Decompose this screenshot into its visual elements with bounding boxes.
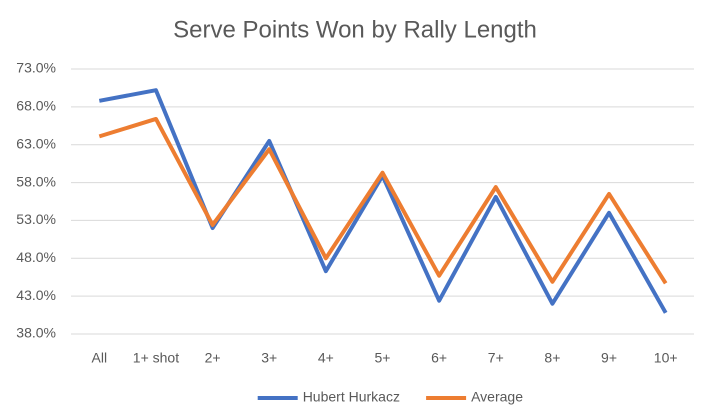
x-tick-label: 5+	[375, 350, 391, 366]
y-tick-label: 48.0%	[16, 249, 56, 265]
y-tick-label: 58.0%	[16, 173, 56, 189]
x-tick-label: 8+	[544, 350, 560, 366]
y-tick-label: 73.0%	[16, 60, 56, 76]
x-tick-label: All	[92, 350, 108, 366]
y-tick-label: 43.0%	[16, 287, 56, 303]
y-tick-label: 63.0%	[16, 135, 56, 151]
legend-label: Hubert Hurkacz	[303, 389, 400, 405]
series-line	[98, 88, 668, 314]
y-tick-label: 38.0%	[16, 325, 56, 341]
x-tick-label: 3+	[261, 350, 277, 366]
legend-label: Average	[471, 389, 523, 405]
x-tick-label: 7+	[488, 350, 504, 366]
x-tick-label: 2+	[205, 350, 221, 366]
x-tick-label: 10+	[654, 350, 678, 366]
chart-title: Serve Points Won by Rally Length	[173, 16, 537, 43]
y-tick-label: 53.0%	[16, 211, 56, 227]
series-line	[98, 116, 668, 285]
x-tick-label: 4+	[318, 350, 334, 366]
x-tick-label: 1+ shot	[133, 350, 179, 366]
x-tick-label: 6+	[431, 350, 447, 366]
x-tick-label: 9+	[601, 350, 617, 366]
y-tick-label: 68.0%	[16, 98, 56, 114]
